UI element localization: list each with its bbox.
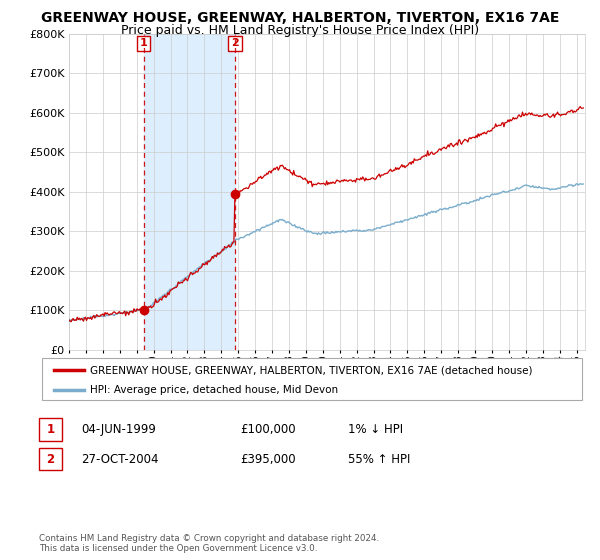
Text: HPI: Average price, detached house, Mid Devon: HPI: Average price, detached house, Mid … xyxy=(90,385,338,395)
Text: Price paid vs. HM Land Registry's House Price Index (HPI): Price paid vs. HM Land Registry's House … xyxy=(121,24,479,36)
Text: £100,000: £100,000 xyxy=(240,423,296,436)
Text: 1: 1 xyxy=(46,423,55,436)
Text: 04-JUN-1999: 04-JUN-1999 xyxy=(81,423,156,436)
Text: GREENWAY HOUSE, GREENWAY, HALBERTON, TIVERTON, EX16 7AE: GREENWAY HOUSE, GREENWAY, HALBERTON, TIV… xyxy=(41,11,559,25)
Text: 27-OCT-2004: 27-OCT-2004 xyxy=(81,452,158,466)
Text: 1: 1 xyxy=(140,38,148,48)
Text: 55% ↑ HPI: 55% ↑ HPI xyxy=(348,452,410,466)
Text: £395,000: £395,000 xyxy=(240,452,296,466)
Text: GREENWAY HOUSE, GREENWAY, HALBERTON, TIVERTON, EX16 7AE (detached house): GREENWAY HOUSE, GREENWAY, HALBERTON, TIV… xyxy=(90,365,533,375)
Text: 2: 2 xyxy=(231,38,239,48)
Text: 1% ↓ HPI: 1% ↓ HPI xyxy=(348,423,403,436)
Bar xyxy=(144,34,235,350)
Text: 2: 2 xyxy=(46,452,55,466)
Text: Contains HM Land Registry data © Crown copyright and database right 2024.
This d: Contains HM Land Registry data © Crown c… xyxy=(39,534,379,553)
